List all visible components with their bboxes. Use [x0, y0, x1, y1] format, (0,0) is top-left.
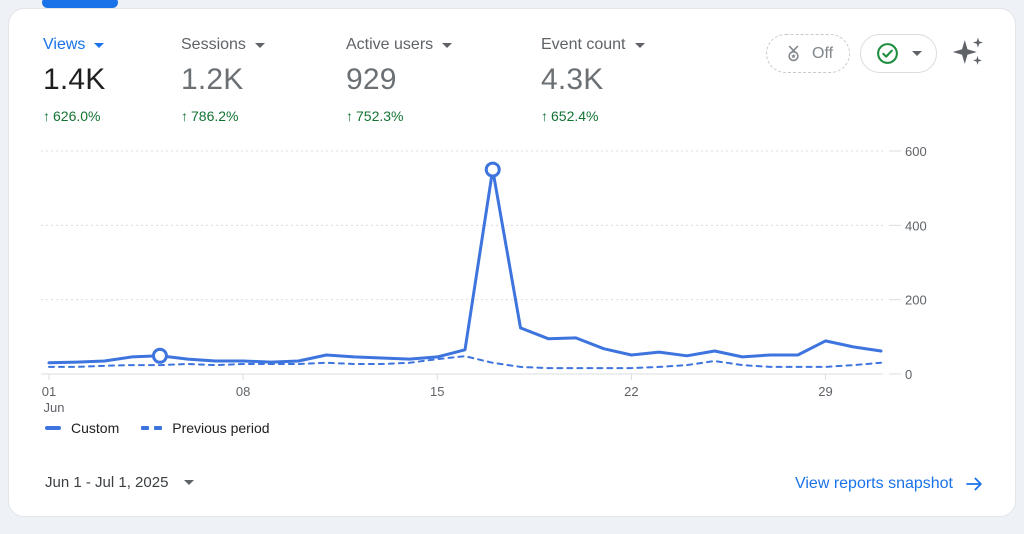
- legend-label: Previous period: [172, 420, 270, 436]
- metric-active-users[interactable]: Active users 929 ↑ 752.3%: [346, 34, 453, 124]
- metric-value: 4.3K: [541, 63, 604, 96]
- svg-text:29: 29: [818, 384, 832, 399]
- metric-change: ↑ 786.2%: [181, 108, 239, 124]
- data-quality-badge[interactable]: [860, 34, 938, 73]
- date-range-selector[interactable]: Jun 1 - Jul 1, 2025: [45, 474, 195, 491]
- metric-label: Event count: [541, 36, 626, 53]
- trend-chart: 0 200 400 600 01 08 15 22 29 Jun: [41, 144, 927, 415]
- trend-chart-area: 0 200 400 600 01 08 15 22 29 Jun: [9, 143, 1017, 419]
- chevron-down-icon: [184, 480, 195, 485]
- svg-text:200: 200: [905, 293, 927, 308]
- legend-item-previous-period: Previous period: [141, 420, 270, 436]
- chart-controls: Off: [766, 34, 987, 73]
- view-reports-snapshot-link[interactable]: View reports snapshot: [795, 473, 985, 495]
- svg-text:22: 22: [624, 384, 638, 399]
- metric-change: ↑ 626.0%: [43, 108, 101, 124]
- arrow-up-icon: ↑: [43, 108, 50, 124]
- sparkle-icon: [952, 37, 984, 65]
- legend-item-custom: Custom: [45, 420, 119, 436]
- arrow-up-icon: ↑: [541, 108, 548, 124]
- medal-icon: [788, 45, 799, 62]
- svg-text:15: 15: [430, 384, 444, 399]
- arrow-up-icon: ↑: [181, 108, 188, 124]
- chevron-down-icon: [634, 42, 645, 48]
- check-circle-icon: [877, 43, 898, 64]
- overview-card: Views 1.4K ↑ 626.0% Sessions 1.2K ↑ 786.…: [8, 8, 1016, 517]
- comparison-toggle-label: Off: [812, 44, 834, 62]
- dashed-line-swatch: [141, 426, 163, 430]
- svg-text:08: 08: [236, 384, 250, 399]
- metric-event-count[interactable]: Event count 4.3K ↑ 652.4%: [541, 34, 645, 124]
- svg-text:0: 0: [905, 367, 912, 382]
- svg-text:01: 01: [42, 384, 56, 399]
- solid-line-swatch: [45, 426, 61, 430]
- date-range-label: Jun 1 - Jul 1, 2025: [45, 474, 169, 491]
- chart-legend: Custom Previous period: [45, 420, 270, 436]
- chevron-down-icon: [442, 42, 453, 48]
- insights-button[interactable]: [947, 32, 987, 75]
- arrow-right-icon: [966, 477, 982, 491]
- metric-change: ↑ 652.4%: [541, 108, 599, 124]
- metric-label: Views: [43, 36, 86, 53]
- svg-text:400: 400: [905, 218, 927, 233]
- metric-value: 929: [346, 63, 397, 96]
- legend-label: Custom: [71, 420, 120, 436]
- metric-value: 1.2K: [181, 63, 244, 96]
- metric-value: 1.4K: [43, 63, 106, 96]
- metric-label: Sessions: [181, 36, 246, 53]
- chevron-down-icon: [94, 42, 105, 48]
- svg-text:600: 600: [905, 144, 927, 159]
- metric-views[interactable]: Views 1.4K ↑ 626.0%: [43, 34, 106, 124]
- comparison-toggle[interactable]: Off: [766, 34, 851, 73]
- svg-text:Jun: Jun: [44, 400, 65, 415]
- arrow-up-icon: ↑: [346, 108, 353, 124]
- metric-sessions[interactable]: Sessions 1.2K ↑ 786.2%: [181, 34, 265, 124]
- chevron-down-icon: [912, 51, 923, 56]
- chevron-down-icon: [254, 42, 265, 48]
- metric-label: Active users: [346, 36, 434, 53]
- active-tab-indicator: [42, 0, 118, 8]
- metric-change: ↑ 752.3%: [346, 108, 404, 124]
